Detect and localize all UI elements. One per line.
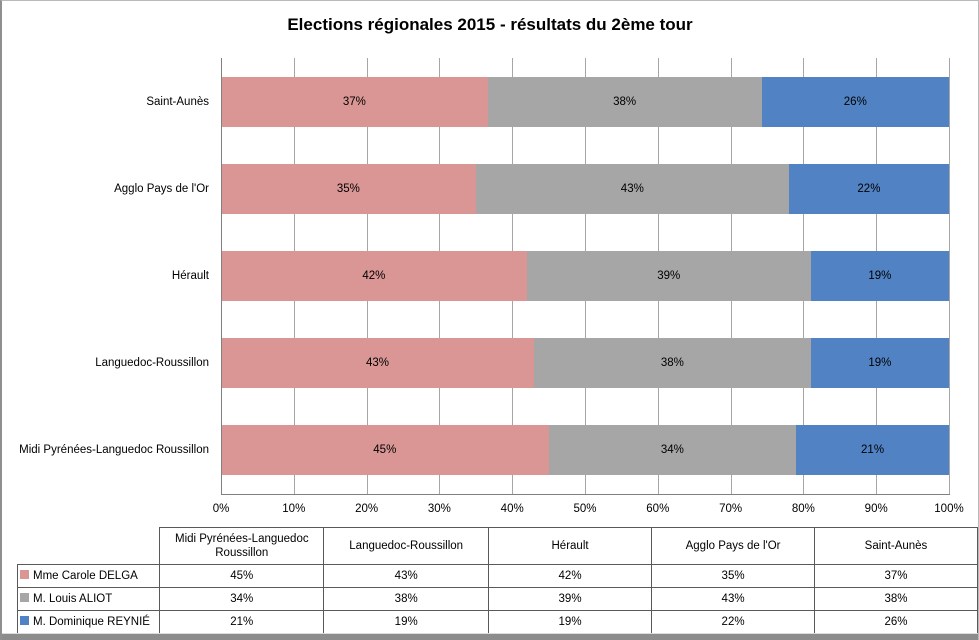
table-row: M. Louis ALIOT 34% 38% 39% 43% 38% — [16, 587, 978, 611]
bar-segment: 45% — [221, 425, 549, 476]
table-header-row: Midi Pyrénées-Languedoc Roussillon Langue… — [18, 527, 978, 565]
bar-segment-label: 26% — [843, 95, 867, 108]
x-axis-line — [221, 494, 950, 495]
bar-row: 37% 38% 26% — [221, 76, 949, 127]
bar-segment-label: 39% — [657, 270, 681, 282]
bar-segment: 39% — [526, 251, 811, 301]
x-tick-label: 30% — [427, 503, 451, 515]
table-column-header: Agglo Pays de l'Or — [651, 527, 815, 565]
value-cell: 43% — [323, 564, 489, 588]
bar-row: 35% 43% 22% — [221, 163, 949, 214]
bar-segment: 21% — [796, 425, 949, 476]
bar-segment: 19% — [810, 251, 949, 301]
bar-segment: 26% — [761, 76, 949, 127]
series-name-cell: M. Louis ALIOT — [16, 587, 161, 611]
series-name-cell: Mme Carole DELGA — [16, 564, 161, 588]
value-cell: 43% — [651, 587, 815, 611]
plot-area: 37% 38% 26% 35% 43% 22% 42% 39% 19% 43% 38% 19% 45% 3… — [221, 58, 950, 494]
x-tick-label: 40% — [500, 503, 524, 515]
bar-segment-label: 45% — [373, 444, 397, 457]
x-tick-label: 60% — [646, 503, 670, 515]
category-label: Midi Pyrénées-Languedoc Roussillon — [19, 444, 209, 457]
table-column-header: Languedoc-Roussillon — [323, 527, 489, 565]
bar-row: 43% 38% 19% — [221, 338, 949, 389]
bar-segment-label: 21% — [861, 444, 885, 457]
bar-segment: 37% — [221, 76, 488, 127]
table-column-header: Saint-Aunès — [813, 527, 978, 565]
series-name-cell: M. Dominique REYNIÉ — [16, 610, 161, 634]
value-cell: 38% — [813, 587, 978, 611]
bar-segment-label: 43% — [366, 357, 390, 370]
chart-title: Elections régionales 2015 - résultats du… — [287, 15, 693, 34]
x-tick-label: 80% — [791, 503, 815, 515]
value-cell: 39% — [487, 587, 653, 611]
gridline-100% — [949, 58, 950, 494]
bar-segment: 22% — [788, 163, 949, 214]
bar-row: 42% 39% 19% — [221, 251, 949, 301]
x-tick-label: 20% — [355, 503, 379, 515]
bar-segment: 35% — [221, 163, 476, 214]
x-tick-label: 100% — [934, 503, 964, 515]
table-column-header: Midi Pyrénées-Languedoc Roussillon — [159, 527, 325, 565]
table-corner-blank — [18, 528, 160, 565]
bar-segment-label: 34% — [660, 444, 684, 457]
bar-segment-label: 42% — [362, 270, 386, 282]
category-label: Saint-Aunès — [146, 95, 209, 108]
x-tick-label: 50% — [573, 503, 597, 515]
bar-segment: 42% — [221, 251, 527, 301]
bar-segment-label: 19% — [868, 357, 892, 370]
value-cell: 22% — [651, 610, 815, 634]
bar-segment-label: 37% — [342, 95, 366, 108]
bar-segment: 43% — [221, 338, 535, 389]
x-tick-label: 10% — [282, 503, 306, 515]
data-table-header: Midi Pyrénées-Languedoc Roussillon Langue… — [18, 527, 978, 565]
legend-key — [20, 570, 29, 580]
legend-key — [20, 616, 29, 626]
value-cell: 42% — [487, 564, 653, 588]
data-table-body: Mme Carole DELGA 45% 43% 42% 35% 37% M. Louis … — [16, 564, 978, 634]
bar-segment: 38% — [487, 76, 762, 127]
value-cell: 38% — [323, 587, 489, 611]
table-column-header: Hérault — [487, 527, 653, 565]
data-table: Midi Pyrénées-Languedoc Roussillon Langue… — [16, 527, 978, 634]
bar-segment-label: 22% — [857, 182, 881, 195]
bar-segment: 43% — [475, 163, 789, 214]
bar-segment-label: 38% — [660, 357, 684, 370]
category-label: Hérault — [171, 269, 209, 282]
bar-segment: 34% — [548, 425, 797, 476]
value-cell: 19% — [487, 610, 653, 634]
value-cell: 26% — [813, 610, 978, 634]
table-row: Mme Carole DELGA 45% 43% 42% 35% 37% — [16, 564, 978, 588]
legend-key — [20, 593, 29, 603]
value-cell: 21% — [159, 610, 325, 634]
bar-segment-label: 19% — [868, 270, 892, 282]
value-cell: 45% — [159, 564, 325, 588]
value-cell: 35% — [651, 564, 815, 588]
value-cell: 34% — [159, 587, 325, 611]
bar-segment: 19% — [810, 338, 949, 389]
x-tick-label: 90% — [864, 503, 888, 515]
x-tick-label: 70% — [719, 503, 743, 515]
category-label: Languedoc-Roussillon — [95, 357, 209, 370]
bar-row: 45% 34% 21% — [221, 425, 949, 476]
value-cell: 37% — [813, 564, 978, 588]
window-bottom-edge — [2, 633, 978, 640]
x-tick-label: 0% — [212, 503, 230, 515]
table-row: M. Dominique REYNIÉ 21% 19% 19% 22% 26% — [16, 610, 978, 634]
bar-segment: 38% — [534, 338, 811, 389]
bar-segment-label: 38% — [613, 95, 637, 108]
value-cell: 19% — [323, 610, 489, 634]
bar-segment-label: 35% — [336, 182, 360, 195]
category-label: Agglo Pays de l'Or — [114, 182, 209, 195]
y-axis-line — [221, 58, 222, 494]
bar-segment-label: 43% — [620, 182, 644, 195]
